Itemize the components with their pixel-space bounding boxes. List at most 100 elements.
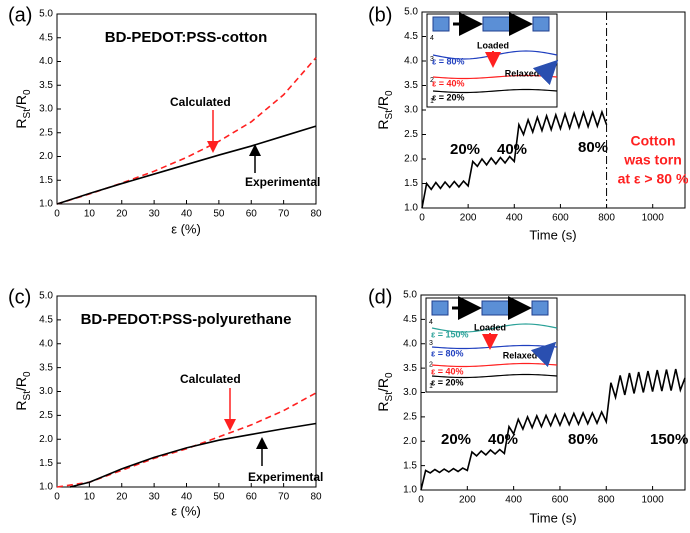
x-tick-label: 20 [116,492,128,503]
y-axis-label-part: /R [375,96,391,110]
x-tick-label: 800 [598,213,615,224]
x-tick-label: 30 [149,492,161,503]
note: at ε > 80 % [618,171,689,187]
y-axis-label-part: 0 [384,372,395,378]
segment-label: 80% [578,139,608,156]
y-tick-label: 1.5 [403,460,417,471]
y-tick-label: 3.5 [39,362,53,373]
x-tick-label: 0 [54,492,60,503]
y-axis-label-part: St [384,392,395,402]
y-axis-label-part: 0 [22,89,33,95]
segment-label: 150% [650,431,688,448]
y-axis-label: RSt/R0 [13,89,33,129]
y-axis-label: RSt/R0 [13,371,33,411]
series-label: Calculated [180,372,241,386]
x-tick-label: 200 [459,495,476,506]
note: was torn [623,152,682,168]
inset-y-tick-label: 1 [430,98,434,105]
inset-relaxed-label: Relaxed [503,350,538,360]
chart-title: BD-PEDOT:PSS-polyurethane [81,311,292,328]
x-tick-label: 10 [84,209,96,220]
y-tick-label: 2.5 [403,412,417,423]
y-axis-label-part: R [375,119,391,129]
y-axis-label-part: R [13,400,29,410]
inset-relaxed-arrow [532,59,559,86]
x-axis-label: ε (%) [171,221,201,236]
data-line [69,422,317,488]
x-tick-label: 800 [598,495,615,506]
inset-fabric-icon [481,300,511,316]
inset-y-tick-label: 2 [429,362,433,369]
inset-fabric-icon [532,16,550,32]
x-tick-label: 80 [310,492,322,503]
y-tick-label: 1.5 [39,175,53,186]
data-line [420,368,686,491]
inset-fabric-icon [432,16,450,32]
y-axis-label-part: /R [13,377,29,391]
x-tick-label: 40 [181,492,193,503]
y-axis-label-part: R [375,401,391,411]
series-label: Calculated [170,95,231,109]
x-tick-label: 70 [278,209,290,220]
y-tick-label: 4.5 [39,315,53,326]
inset-curve [431,373,558,379]
y-tick-label: 2.0 [403,436,417,447]
y-axis-label-part: /R [375,378,391,392]
series-label: Experimental [245,175,320,189]
inset-y-tick-label: 3 [430,56,434,63]
y-axis-label-part: R [13,118,29,128]
inset-curve-label: ε = 20% [431,377,464,387]
x-tick-label: 50 [213,492,225,503]
inset-loaded-label: Loaded [474,322,506,332]
y-tick-label: 1.0 [404,203,418,214]
segment-label: 20% [450,141,480,158]
y-tick-label: 5.0 [403,290,417,301]
y-tick-label: 5.0 [39,9,53,20]
y-tick-label: 3.5 [403,363,417,374]
y-axis-label-part: /R [13,95,29,109]
y-tick-label: 1.0 [39,482,53,493]
inset-y-tick-label: 2 [430,77,434,84]
y-tick-label: 2.5 [39,127,53,138]
x-axis-label: Time (s) [529,510,576,525]
panel-label: (a) [8,4,32,26]
x-tick-label: 1000 [641,495,664,506]
inset-curve-label: ε = 80% [431,348,464,358]
inset-curve-label: ε = 20% [432,92,465,102]
panel-label: (d) [368,286,392,308]
segment-label: 40% [488,431,518,448]
y-tick-label: 4.5 [404,31,418,42]
x-tick-label: 30 [149,209,161,220]
x-tick-label: 10 [84,492,96,503]
x-tick-label: 70 [278,492,290,503]
y-tick-label: 5.0 [404,7,418,18]
segment-label: 80% [568,431,598,448]
y-tick-label: 2.0 [39,434,53,445]
x-tick-label: 0 [54,209,60,220]
inset-curve-label: ε = 40% [431,366,464,376]
x-tick-label: 60 [246,492,258,503]
y-axis-label-part: St [22,109,33,119]
y-tick-label: 4.0 [39,56,53,67]
x-tick-label: 200 [460,213,477,224]
x-tick-label: 600 [552,213,569,224]
y-axis-label-part: St [384,110,395,120]
segment-label: 20% [441,431,471,448]
x-tick-label: 60 [246,209,258,220]
inset-relaxed-arrow [530,341,557,368]
y-tick-label: 4.5 [39,32,53,43]
inset-curve-label: ε = 80% [432,56,465,66]
x-tick-label: 600 [552,495,569,506]
y-tick-label: 3.0 [404,105,418,116]
inset-fabric-icon [431,300,449,316]
inset-y-tick-label: 1 [429,383,433,390]
y-tick-label: 4.0 [404,56,418,67]
y-tick-label: 3.0 [403,387,417,398]
y-tick-label: 1.0 [403,485,417,496]
y-tick-label: 4.0 [39,338,53,349]
x-tick-label: 40 [181,209,193,220]
x-tick-label: 1000 [642,213,665,224]
y-tick-label: 1.5 [404,178,418,189]
x-tick-label: 80 [310,209,322,220]
